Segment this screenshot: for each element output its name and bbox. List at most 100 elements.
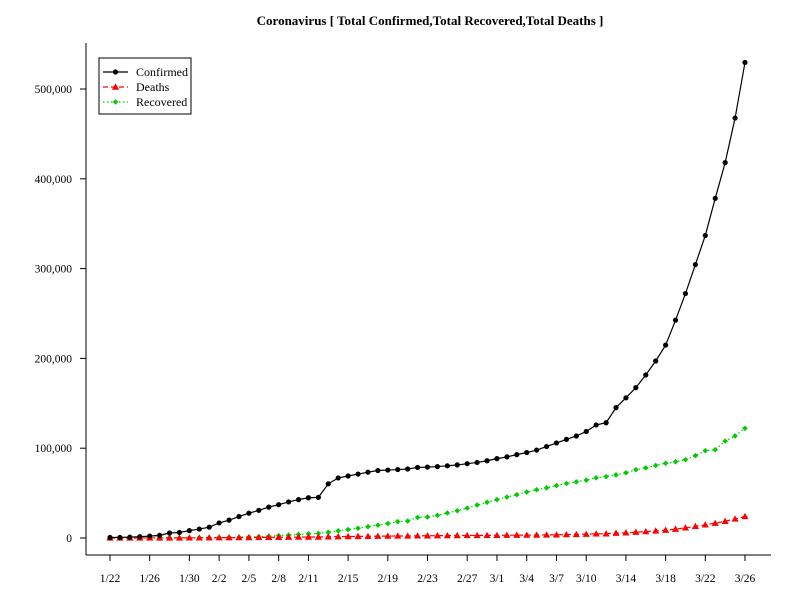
data-point-deaths (215, 534, 223, 541)
data-point-confirmed (166, 530, 173, 536)
legend-item-confirmed: Confirmed (103, 65, 188, 79)
data-point-confirmed (633, 385, 639, 391)
data-point-confirmed (514, 452, 520, 458)
x-tick-label: 3/14 (616, 573, 637, 585)
data-point-recovered (434, 512, 441, 519)
data-point-deaths (235, 533, 243, 541)
data-point-recovered (553, 482, 560, 489)
data-point-recovered (494, 496, 500, 503)
data-point-recovered (424, 514, 431, 520)
data-point-confirmed (444, 463, 450, 469)
data-point-deaths (513, 531, 521, 538)
data-point-recovered (504, 494, 510, 500)
data-point-confirmed (216, 520, 222, 526)
data-point-recovered (513, 491, 520, 498)
data-point-deaths (632, 528, 640, 535)
data-point-recovered (603, 473, 609, 480)
data-point-confirmed (583, 428, 589, 435)
data-point-recovered (375, 522, 381, 528)
data-point-recovered (355, 525, 361, 532)
x-tick-label: 1/30 (179, 573, 200, 585)
x-ticks: 1/22 1/26 1/30 2/2 2/5 2/8 2/11 2/15 2/19 2/23 2/2… (100, 555, 755, 585)
data-point-confirmed (593, 422, 599, 428)
data-point-recovered (454, 507, 461, 514)
data-point-deaths (671, 525, 680, 532)
data-point-recovered (732, 433, 738, 439)
data-point-recovered (712, 446, 719, 453)
data-point-deaths (503, 531, 511, 538)
data-point-deaths (572, 530, 580, 538)
data-point-recovered (543, 485, 550, 491)
data-point-deaths (592, 530, 600, 537)
data-point-recovered (613, 472, 619, 478)
data-point-confirmed (563, 436, 570, 442)
data-point-deaths (473, 531, 481, 539)
data-point-recovered (385, 520, 391, 527)
data-point-deaths (334, 533, 342, 540)
data-point-confirmed (464, 461, 470, 467)
data-point-deaths (275, 533, 283, 540)
data-point-deaths (413, 532, 422, 539)
data-point-confirmed (137, 534, 143, 540)
data-point-deaths (721, 517, 729, 524)
x-tick-label: 2/8 (271, 573, 286, 585)
plot-area (106, 59, 749, 541)
data-point-deaths (443, 531, 451, 539)
data-point-confirmed (127, 534, 133, 540)
data-point-confirmed (256, 507, 262, 513)
data-point-confirmed (543, 443, 550, 450)
data-point-confirmed (206, 524, 212, 530)
data-point-confirmed (295, 496, 302, 503)
axes (85, 43, 771, 556)
data-point-deaths (245, 533, 253, 541)
x-tick-label: 2/11 (298, 573, 318, 585)
data-point-confirmed (266, 504, 272, 510)
x-tick-label: 3/10 (576, 573, 597, 585)
data-point-confirmed (643, 372, 649, 378)
legend-label-confirmed: Confirmed (136, 65, 188, 79)
data-point-deaths (265, 533, 273, 541)
data-point-confirmed (534, 447, 540, 453)
data-point-confirmed (305, 495, 312, 501)
data-point-confirmed (375, 467, 381, 474)
data-point-recovered (325, 529, 332, 536)
data-point-confirmed (692, 261, 698, 268)
x-tick-label: 3/4 (519, 573, 534, 585)
data-point-confirmed (653, 358, 659, 364)
data-point-recovered (315, 530, 322, 537)
data-point-confirmed (524, 449, 530, 456)
data-point-confirmed (663, 342, 669, 348)
y-tick-label: 200,000 (35, 353, 73, 365)
y-tick-label: 100,000 (35, 443, 73, 455)
data-point-confirmed (176, 529, 183, 536)
data-point-confirmed (603, 420, 609, 426)
series-deaths (106, 512, 749, 541)
x-tick-label: 3/18 (655, 573, 676, 585)
legend-label-recovered: Recovered (136, 95, 187, 109)
series-confirmed (107, 59, 748, 541)
y-tick-label: 400,000 (35, 174, 73, 186)
data-point-deaths (533, 531, 541, 538)
data-point-deaths (304, 533, 313, 540)
data-point-recovered (642, 465, 649, 471)
data-point-confirmed (325, 481, 331, 487)
data-point-recovered (682, 456, 689, 463)
x-tick-label: 1/22 (100, 573, 121, 585)
x-tick-label: 3/1 (490, 573, 505, 585)
data-point-deaths (433, 532, 442, 539)
data-point-deaths (394, 532, 402, 539)
data-point-deaths (463, 531, 471, 539)
data-point-recovered (623, 469, 629, 476)
data-point-recovered (484, 499, 490, 506)
data-point-confirmed (414, 464, 421, 471)
data-point-confirmed (732, 115, 738, 121)
data-point-deaths (284, 533, 293, 540)
legend-marker-deaths (111, 83, 120, 90)
legend-item-recovered: Recovered (103, 95, 187, 109)
data-point-confirmed (395, 466, 401, 473)
y-tick-label: 300,000 (35, 264, 73, 276)
y-ticks: 0 100,000 200,000 300,000 400,000 500,000 (35, 84, 86, 545)
data-point-confirmed (623, 395, 629, 401)
x-tick-label: 2/19 (378, 573, 399, 585)
